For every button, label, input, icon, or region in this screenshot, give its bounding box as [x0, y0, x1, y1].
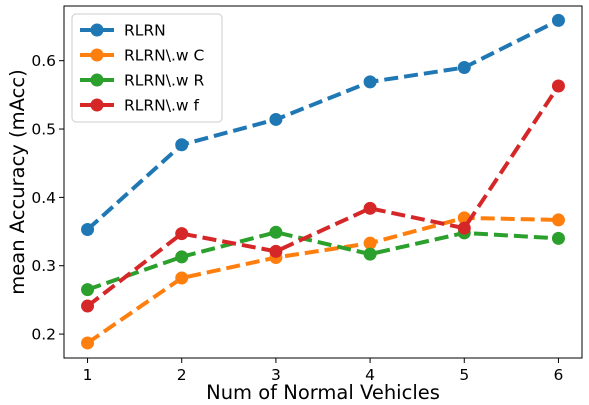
legend-label-2: RLRN\.w R — [124, 72, 205, 90]
series-layer — [81, 13, 565, 350]
data-point-1-5 — [551, 213, 565, 227]
y-tick-label: 0.5 — [31, 121, 56, 139]
data-point-0-2 — [269, 112, 283, 126]
series-line-0 — [86, 18, 560, 231]
series-line-1 — [86, 215, 559, 345]
data-point-1-3 — [363, 236, 377, 250]
legend: RLRN RLRN\.w C RLRN\.w R RLRN\.w f — [71, 13, 223, 123]
data-point-3-2 — [269, 244, 283, 258]
x-tick-label: 5 — [459, 366, 469, 384]
y-tick-label: 0.6 — [31, 52, 56, 70]
plot-frame — [63, 5, 583, 359]
data-point-3-5 — [551, 79, 565, 93]
data-point-2-2 — [269, 225, 283, 239]
legend-marker-2 — [90, 73, 104, 87]
x-tick-label: 4 — [365, 366, 375, 384]
series-line-3 — [86, 84, 561, 308]
data-point-2-3 — [363, 247, 377, 261]
legend-marker-1 — [90, 48, 104, 62]
data-point-3-1 — [175, 227, 189, 241]
legend-marker-0 — [90, 23, 104, 37]
data-point-0-4 — [457, 61, 471, 75]
legend-box — [71, 13, 223, 123]
series-line-2 — [86, 230, 559, 292]
x-axis-label: Num of Normal Vehicles — [206, 381, 440, 404]
legend-marker-3 — [90, 98, 104, 112]
data-point-3-4 — [457, 221, 471, 235]
data-point-2-1 — [175, 250, 189, 264]
data-point-1-0 — [81, 336, 95, 350]
x-tick-label: 6 — [554, 366, 564, 384]
y-tick-label: 0.4 — [31, 189, 56, 207]
data-point-2-0 — [81, 283, 95, 297]
legend-label-3: RLRN\.w f — [124, 97, 200, 115]
data-point-2-5 — [551, 231, 565, 245]
axes-layer: 1 2 3 4 5 6 0.2 0.3 0.4 0.5 0.6 — [31, 5, 583, 384]
data-point-0-1 — [175, 138, 189, 152]
x-tick-label: 1 — [83, 366, 93, 384]
y-tick-label: 0.2 — [31, 326, 56, 344]
data-point-0-5 — [551, 13, 565, 27]
y-tick-label: 0.3 — [31, 257, 56, 275]
data-point-0-0 — [81, 223, 95, 237]
data-point-3-0 — [81, 299, 95, 313]
x-tick-label: 3 — [271, 366, 281, 384]
data-point-0-3 — [363, 75, 377, 89]
legend-label-0: RLRN — [124, 22, 166, 40]
x-tick-label: 2 — [177, 366, 187, 384]
data-point-1-1 — [175, 271, 189, 285]
y-axis-label: mean Accuracy (mAcc) — [6, 69, 29, 294]
data-point-3-3 — [363, 201, 377, 215]
legend-label-1: RLRN\.w C — [124, 47, 204, 65]
